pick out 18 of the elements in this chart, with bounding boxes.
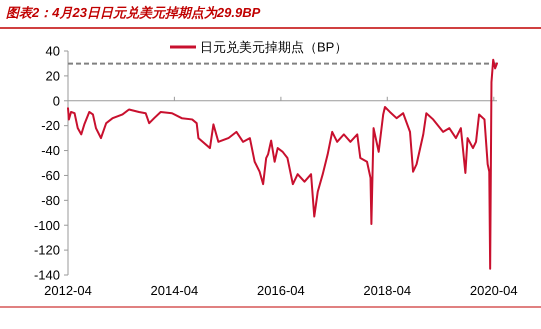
line-series	[67, 58, 498, 270]
chart-title: 图表2：4月23日日元兑美元掉期点为29.9BP	[6, 5, 261, 20]
y-tick-label: -140	[34, 268, 60, 283]
y-tick-label: -100	[34, 218, 60, 233]
x-tick-label: 2012-04	[44, 283, 92, 298]
x-tick-label: 2018-04	[363, 283, 412, 298]
y-tick-label: 20	[46, 68, 60, 84]
y-tick-label: -120	[34, 242, 60, 258]
x-tick-label: 2014-04	[150, 283, 198, 298]
y-tick-label: -80	[41, 192, 60, 208]
y-tick-label: -20	[41, 118, 60, 134]
x-tick-label: 2020-04	[470, 283, 518, 298]
legend-label: 日元兑美元掉期点（BP）	[200, 40, 348, 55]
y-tick-label: -40	[41, 143, 60, 158]
y-tick-label: 40	[46, 44, 60, 59]
y-tick-label: 0	[52, 93, 60, 108]
x-tick-label: 2016-04	[257, 283, 305, 298]
y-tick-label: -60	[41, 168, 60, 183]
